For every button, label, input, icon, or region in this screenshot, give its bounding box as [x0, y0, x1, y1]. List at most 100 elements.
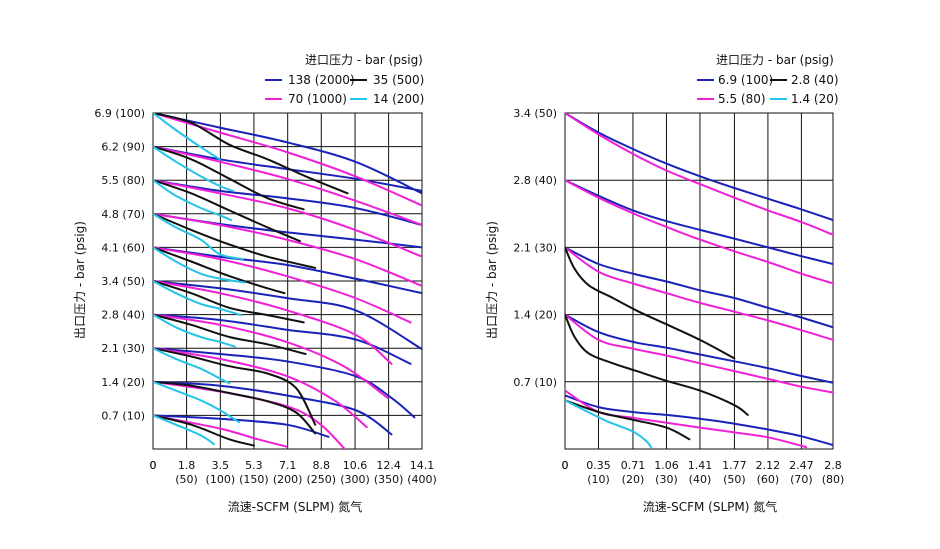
series-line-black	[153, 179, 301, 243]
x-tick-sublabel: (60)	[757, 473, 780, 486]
x-tick-label: 10.6	[343, 459, 368, 472]
y-tick-label: 4.8 (70)	[101, 208, 145, 221]
chart-right-ylabel: 出口压力 - bar (psig)	[485, 221, 499, 339]
x-tick-sublabel: (300)	[340, 473, 370, 486]
x-tick-sublabel: (80)	[822, 473, 845, 486]
chart-right-series	[565, 113, 833, 449]
x-tick-sublabel: (10)	[587, 473, 610, 486]
x-tick-label-zero: 0	[562, 459, 569, 472]
chart-left: 0 1.8(50) 3.5(100) 5.3(150) 7.1(200) 8.8(250)…	[73, 53, 437, 514]
legend-label: 138 (2000)	[288, 73, 355, 87]
series-line-magenta	[153, 380, 347, 449]
legend-label: 14 (200)	[373, 92, 424, 106]
y-tick-label: 1.4 (20)	[513, 309, 557, 322]
series-line-blue	[565, 113, 833, 222]
series-line-magenta	[153, 246, 412, 324]
x-tick-sublabel: (200)	[273, 473, 303, 486]
series-line-magenta	[153, 179, 422, 258]
x-tick-label: 0.71	[621, 459, 646, 472]
x-tick-sublabel: (40)	[689, 473, 712, 486]
series-line-black	[153, 113, 349, 195]
series-line-black	[153, 212, 317, 269]
y-tick-label: 2.8 (40)	[513, 174, 557, 187]
x-tick-label: 0.35	[586, 459, 611, 472]
series-line-blue	[153, 246, 422, 295]
x-tick-sublabel: (50)	[723, 473, 746, 486]
x-tick-sublabel: (100)	[206, 473, 236, 486]
series-line-cyan	[565, 399, 653, 449]
y-tick-label: 0.7 (10)	[513, 376, 557, 389]
series-line-cyan	[153, 347, 231, 385]
series-line-blue	[153, 179, 422, 226]
series-line-blue	[565, 246, 833, 329]
x-tick-label: 0	[150, 459, 157, 472]
series-line-magenta	[565, 113, 833, 236]
chart-left-series	[153, 113, 422, 449]
series-line-magenta	[565, 179, 833, 285]
x-tick-label: 1.77	[722, 459, 747, 472]
chart-left-ticks: 0 1.8(50) 3.5(100) 5.3(150) 7.1(200) 8.8(250)…	[94, 107, 436, 486]
y-tick-label: 2.8 (40)	[101, 309, 145, 322]
x-tick-label: 2.8	[824, 459, 842, 472]
series-line-cyan	[153, 145, 235, 192]
x-tick-label: 8.8	[313, 459, 331, 472]
series-line-cyan	[153, 113, 221, 161]
x-tick-label: 1.8	[178, 459, 196, 472]
series-line-cyan	[153, 246, 246, 284]
series-line-black	[153, 280, 305, 324]
y-tick-label: 1.4 (20)	[101, 376, 145, 389]
y-tick-label: 2.1 (30)	[513, 241, 557, 254]
y-tick-label: 5.5 (80)	[101, 174, 145, 187]
plot-frame	[564, 112, 834, 450]
series-line-cyan	[153, 380, 240, 424]
x-tick-label: 7.1	[279, 459, 297, 472]
y-tick-label: 6.2 (90)	[101, 141, 145, 154]
series-line-black	[153, 380, 317, 435]
series-line-magenta	[153, 414, 288, 448]
series-line-black	[565, 313, 749, 416]
series-line-blue	[153, 113, 422, 195]
x-tick-sublabel: (50)	[175, 473, 198, 486]
y-tick-label: 2.1 (30)	[101, 342, 145, 355]
x-tick-sublabel: (70)	[790, 473, 813, 486]
x-tick-label: 3.5	[212, 459, 230, 472]
series-line-black	[153, 414, 256, 447]
series-line-black	[153, 313, 307, 355]
chart-right-grid	[564, 112, 834, 450]
series-line-black	[565, 246, 736, 360]
x-tick-sublabel: (350)	[374, 473, 404, 486]
series-line-magenta	[565, 246, 833, 341]
x-tick-label: 2.47	[789, 459, 814, 472]
series-line-magenta	[153, 212, 422, 287]
legend-label: 2.8 (40)	[791, 73, 839, 87]
legend-label: 5.5 (80)	[718, 92, 766, 106]
series-line-magenta	[153, 347, 368, 429]
x-tick-sublabel: (20)	[622, 473, 645, 486]
y-tick-label: 3.4 (50)	[513, 107, 557, 120]
chart-right-xlabel: 流速-SCFM (SLPM) 氮气	[643, 499, 777, 514]
x-tick-sublabel: (250)	[306, 473, 336, 486]
series-line-cyan	[153, 280, 242, 317]
series-line-magenta	[153, 280, 393, 365]
chart-right-ticks: 0 0.35(10) 0.71(20) 1.06(30) 1.41(40) 1.77(50…	[513, 107, 844, 486]
x-tick-sublabel: (30)	[655, 473, 678, 486]
x-tick-label: 14.1	[410, 459, 435, 472]
series-line-magenta	[153, 313, 389, 399]
y-tick-label: 0.7 (10)	[101, 409, 145, 422]
x-tick-label: 2.12	[756, 459, 781, 472]
series-line-blue	[153, 414, 330, 438]
series-line-blue	[565, 179, 833, 265]
series-line-black	[565, 399, 691, 441]
x-tick-sublabel: (150)	[239, 473, 269, 486]
chart-left-grid	[152, 112, 423, 450]
chart-left-ylabel: 出口压力 - bar (psig)	[73, 221, 87, 339]
x-tick-label: 1.06	[654, 459, 679, 472]
x-tick-label: 1.41	[688, 459, 713, 472]
y-tick-label: 6.9 (100)	[94, 107, 145, 120]
series-line-blue	[153, 380, 393, 436]
series-line-cyan	[153, 414, 215, 446]
series-line-cyan	[153, 179, 233, 222]
legend-label: 35 (500)	[373, 73, 424, 87]
chart-left-xlabel: 流速-SCFM (SLPM) 氮气	[228, 499, 362, 514]
series-line-blue	[153, 145, 422, 192]
